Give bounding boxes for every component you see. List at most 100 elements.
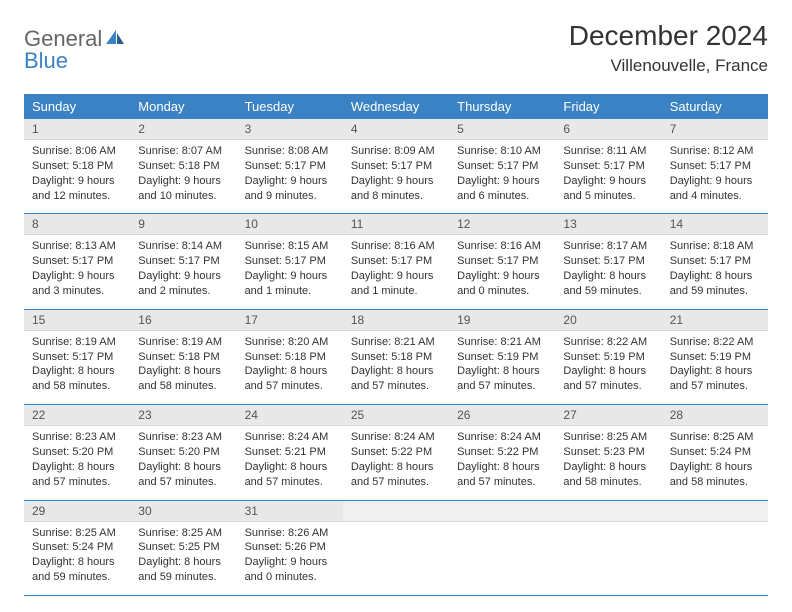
day-content: Sunrise: 8:19 AMSunset: 5:18 PMDaylight:… (130, 331, 236, 404)
sunrise-text: Sunrise: 8:23 AM (32, 430, 122, 445)
sunset-text: Sunset: 5:19 PM (563, 350, 653, 365)
daylight-text-2: and 1 minute. (351, 284, 441, 299)
day-cell: 26Sunrise: 8:24 AMSunset: 5:22 PMDayligh… (449, 405, 555, 500)
day-content: Sunrise: 8:06 AMSunset: 5:18 PMDaylight:… (24, 140, 130, 213)
daylight-text-2: and 57 minutes. (351, 379, 441, 394)
sunrise-text: Sunrise: 8:15 AM (245, 239, 335, 254)
day-number: 12 (449, 214, 555, 235)
daylight-text-1: Daylight: 8 hours (351, 460, 441, 475)
daylight-text-1: Daylight: 9 hours (32, 269, 122, 284)
daylight-text-2: and 57 minutes. (245, 475, 335, 490)
day-cell (449, 500, 555, 595)
daylight-text-2: and 57 minutes. (563, 379, 653, 394)
daylight-text-2: and 57 minutes. (457, 475, 547, 490)
sunrise-text: Sunrise: 8:10 AM (457, 144, 547, 159)
daylight-text-1: Daylight: 9 hours (245, 555, 335, 570)
day-cell (343, 500, 449, 595)
day-number: 11 (343, 214, 449, 235)
daylight-text-2: and 10 minutes. (138, 189, 228, 204)
day-content: Sunrise: 8:20 AMSunset: 5:18 PMDaylight:… (237, 331, 343, 404)
daylight-text-2: and 0 minutes. (245, 570, 335, 585)
sunset-text: Sunset: 5:18 PM (32, 159, 122, 174)
day-content-empty (343, 522, 449, 586)
daylight-text-1: Daylight: 9 hours (245, 174, 335, 189)
sunset-text: Sunset: 5:17 PM (457, 159, 547, 174)
sunrise-text: Sunrise: 8:08 AM (245, 144, 335, 159)
daylight-text-1: Daylight: 9 hours (457, 269, 547, 284)
day-content: Sunrise: 8:10 AMSunset: 5:17 PMDaylight:… (449, 140, 555, 213)
daylight-text-2: and 58 minutes. (670, 475, 760, 490)
daylight-text-1: Daylight: 8 hours (32, 555, 122, 570)
day-cell: 12Sunrise: 8:16 AMSunset: 5:17 PMDayligh… (449, 214, 555, 309)
sunrise-text: Sunrise: 8:17 AM (563, 239, 653, 254)
day-header: Tuesday (237, 94, 343, 119)
daylight-text-1: Daylight: 9 hours (351, 269, 441, 284)
sunrise-text: Sunrise: 8:25 AM (670, 430, 760, 445)
daylight-text-1: Daylight: 8 hours (351, 364, 441, 379)
day-number-empty (449, 501, 555, 522)
sunset-text: Sunset: 5:18 PM (351, 350, 441, 365)
day-content: Sunrise: 8:21 AMSunset: 5:19 PMDaylight:… (449, 331, 555, 404)
sunset-text: Sunset: 5:26 PM (245, 540, 335, 555)
day-cell: 24Sunrise: 8:24 AMSunset: 5:21 PMDayligh… (237, 405, 343, 500)
day-number: 31 (237, 501, 343, 522)
day-cell: 5Sunrise: 8:10 AMSunset: 5:17 PMDaylight… (449, 119, 555, 214)
sunset-text: Sunset: 5:18 PM (138, 350, 228, 365)
sunrise-text: Sunrise: 8:09 AM (351, 144, 441, 159)
daylight-text-2: and 58 minutes. (32, 379, 122, 394)
day-content: Sunrise: 8:15 AMSunset: 5:17 PMDaylight:… (237, 235, 343, 308)
daylight-text-2: and 5 minutes. (563, 189, 653, 204)
sunset-text: Sunset: 5:20 PM (138, 445, 228, 460)
daylight-text-1: Daylight: 8 hours (563, 269, 653, 284)
daylight-text-1: Daylight: 9 hours (138, 269, 228, 284)
day-cell (555, 500, 661, 595)
day-content: Sunrise: 8:21 AMSunset: 5:18 PMDaylight:… (343, 331, 449, 404)
sunset-text: Sunset: 5:17 PM (245, 254, 335, 269)
sunrise-text: Sunrise: 8:25 AM (138, 526, 228, 541)
daylight-text-2: and 59 minutes. (138, 570, 228, 585)
day-content: Sunrise: 8:25 AMSunset: 5:25 PMDaylight:… (130, 522, 236, 595)
week-row: 8Sunrise: 8:13 AMSunset: 5:17 PMDaylight… (24, 214, 768, 309)
day-number: 8 (24, 214, 130, 235)
day-cell: 31Sunrise: 8:26 AMSunset: 5:26 PMDayligh… (237, 500, 343, 595)
location-label: Villenouvelle, France (569, 56, 768, 76)
day-cell: 29Sunrise: 8:25 AMSunset: 5:24 PMDayligh… (24, 500, 130, 595)
day-number: 3 (237, 119, 343, 140)
daylight-text-2: and 1 minute. (245, 284, 335, 299)
sunrise-text: Sunrise: 8:06 AM (32, 144, 122, 159)
day-content: Sunrise: 8:16 AMSunset: 5:17 PMDaylight:… (343, 235, 449, 308)
day-content: Sunrise: 8:14 AMSunset: 5:17 PMDaylight:… (130, 235, 236, 308)
week-row: 15Sunrise: 8:19 AMSunset: 5:17 PMDayligh… (24, 309, 768, 404)
day-content: Sunrise: 8:25 AMSunset: 5:23 PMDaylight:… (555, 426, 661, 499)
sunrise-text: Sunrise: 8:21 AM (457, 335, 547, 350)
daylight-text-1: Daylight: 8 hours (670, 269, 760, 284)
day-cell: 25Sunrise: 8:24 AMSunset: 5:22 PMDayligh… (343, 405, 449, 500)
sunset-text: Sunset: 5:17 PM (670, 254, 760, 269)
day-content-empty (449, 522, 555, 586)
day-header: Friday (555, 94, 661, 119)
day-content: Sunrise: 8:23 AMSunset: 5:20 PMDaylight:… (24, 426, 130, 499)
sunrise-text: Sunrise: 8:22 AM (670, 335, 760, 350)
sunset-text: Sunset: 5:17 PM (563, 254, 653, 269)
sunrise-text: Sunrise: 8:24 AM (351, 430, 441, 445)
sunset-text: Sunset: 5:18 PM (138, 159, 228, 174)
sunrise-text: Sunrise: 8:13 AM (32, 239, 122, 254)
day-number: 5 (449, 119, 555, 140)
page-header: General Blue December 2024 Villenouvelle… (24, 20, 768, 76)
day-number: 15 (24, 310, 130, 331)
week-row: 22Sunrise: 8:23 AMSunset: 5:20 PMDayligh… (24, 405, 768, 500)
day-number: 28 (662, 405, 768, 426)
daylight-text-1: Daylight: 8 hours (457, 364, 547, 379)
daylight-text-2: and 12 minutes. (32, 189, 122, 204)
daylight-text-1: Daylight: 8 hours (32, 364, 122, 379)
sail-icon (104, 28, 126, 46)
sunrise-text: Sunrise: 8:14 AM (138, 239, 228, 254)
daylight-text-2: and 0 minutes. (457, 284, 547, 299)
day-content: Sunrise: 8:18 AMSunset: 5:17 PMDaylight:… (662, 235, 768, 308)
sunset-text: Sunset: 5:17 PM (351, 254, 441, 269)
sunrise-text: Sunrise: 8:24 AM (457, 430, 547, 445)
daylight-text-1: Daylight: 9 hours (563, 174, 653, 189)
daylight-text-2: and 57 minutes. (670, 379, 760, 394)
sunset-text: Sunset: 5:17 PM (457, 254, 547, 269)
day-header: Thursday (449, 94, 555, 119)
